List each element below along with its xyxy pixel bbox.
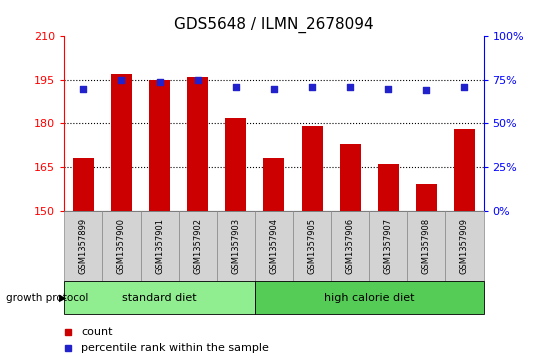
Bar xyxy=(255,211,293,281)
Text: standard diet: standard diet xyxy=(122,293,197,303)
Bar xyxy=(454,129,475,211)
Text: high calorie diet: high calorie diet xyxy=(324,293,414,303)
Bar xyxy=(102,211,140,281)
Bar xyxy=(225,118,247,211)
Text: GSM1357903: GSM1357903 xyxy=(231,218,240,274)
Point xyxy=(345,84,354,90)
Text: GSM1357899: GSM1357899 xyxy=(79,218,88,274)
Bar xyxy=(187,77,208,211)
Text: GSM1357904: GSM1357904 xyxy=(269,218,278,274)
Text: GSM1357905: GSM1357905 xyxy=(307,218,316,274)
Bar xyxy=(64,281,255,314)
Bar xyxy=(369,211,408,281)
Point xyxy=(269,86,278,91)
Bar xyxy=(301,126,323,211)
Bar xyxy=(179,211,217,281)
Text: GSM1357906: GSM1357906 xyxy=(345,218,354,274)
Bar xyxy=(140,211,179,281)
Bar xyxy=(217,211,255,281)
Bar xyxy=(446,211,484,281)
Bar xyxy=(293,211,331,281)
Point xyxy=(307,84,316,90)
Bar xyxy=(255,281,484,314)
Point xyxy=(422,87,431,93)
Text: GSM1357901: GSM1357901 xyxy=(155,218,164,274)
Bar xyxy=(73,158,94,211)
Text: percentile rank within the sample: percentile rank within the sample xyxy=(81,343,269,354)
Bar xyxy=(263,158,285,211)
Text: GDS5648 / ILMN_2678094: GDS5648 / ILMN_2678094 xyxy=(174,16,374,33)
Text: count: count xyxy=(81,327,112,337)
Point xyxy=(193,77,202,83)
Text: GSM1357908: GSM1357908 xyxy=(422,218,431,274)
Point xyxy=(231,84,240,90)
Text: GSM1357902: GSM1357902 xyxy=(193,218,202,274)
Point xyxy=(79,86,88,91)
Point xyxy=(460,84,469,90)
Bar xyxy=(111,74,132,211)
Point xyxy=(384,86,393,91)
Bar xyxy=(64,211,102,281)
Point xyxy=(117,77,126,83)
Point xyxy=(155,79,164,85)
Text: GSM1357900: GSM1357900 xyxy=(117,218,126,274)
Text: ▶: ▶ xyxy=(59,293,66,303)
Text: growth protocol: growth protocol xyxy=(6,293,88,303)
Text: GSM1357909: GSM1357909 xyxy=(460,218,469,274)
Bar xyxy=(331,211,369,281)
Text: GSM1357907: GSM1357907 xyxy=(383,218,393,274)
Bar xyxy=(416,184,437,211)
Bar xyxy=(149,80,170,211)
Bar xyxy=(408,211,446,281)
Bar xyxy=(340,144,361,211)
Bar xyxy=(378,164,399,211)
